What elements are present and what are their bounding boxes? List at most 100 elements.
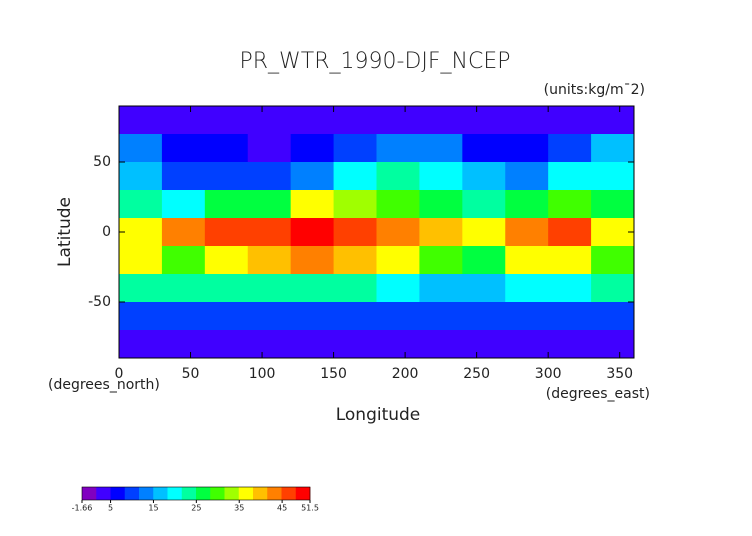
map-cell — [247, 302, 292, 331]
map-cell — [419, 246, 463, 275]
map-cell — [119, 302, 163, 331]
map-cell — [376, 218, 420, 247]
map-cell — [548, 246, 592, 275]
map-cell — [119, 134, 163, 163]
map-cell — [505, 190, 549, 219]
colorbar-swatch — [139, 487, 154, 500]
colorbar-tick-label: 25 — [191, 504, 201, 513]
x-tick-label: 300 — [535, 366, 562, 382]
colorbar-tick-label: 45 — [277, 504, 287, 513]
map-cell — [333, 134, 377, 163]
map-cell — [119, 330, 163, 359]
map-cell — [161, 162, 206, 191]
map-cell — [376, 274, 420, 303]
x-tick-label: 350 — [606, 366, 633, 382]
colorbar-tick-label: 15 — [148, 504, 158, 513]
map-cell — [204, 106, 249, 135]
x-axis-title: Longitude — [336, 405, 421, 425]
map-cell — [204, 246, 249, 275]
map-cell — [462, 218, 506, 247]
map-cell — [462, 246, 506, 275]
colorbar-swatch — [82, 487, 97, 500]
map-cell — [247, 134, 292, 163]
map-cell — [419, 134, 463, 163]
map-cell — [204, 274, 249, 303]
map-cell — [505, 274, 549, 303]
map-cell — [204, 190, 249, 219]
colorbar-swatch — [238, 487, 254, 500]
map-cell — [119, 190, 163, 219]
map-cell — [548, 330, 592, 359]
colorbar-swatch — [281, 487, 297, 500]
map-cell — [505, 302, 549, 331]
map-cell — [505, 106, 549, 135]
y-axis-title: Latitude — [55, 197, 75, 267]
x-tick-label: 250 — [463, 366, 490, 382]
colorbar-swatch — [253, 487, 268, 500]
map-cell — [591, 106, 635, 135]
map-cell — [419, 190, 463, 219]
map-cell — [161, 302, 206, 331]
map-cell — [204, 134, 249, 163]
map-cell — [419, 218, 463, 247]
map-cell — [247, 162, 292, 191]
chart-title: PR_WTR_1990-DJF_NCEP — [239, 49, 510, 74]
map-cell — [419, 330, 463, 359]
map-cell — [376, 302, 420, 331]
colorbar-tick-label: 51.5 — [301, 504, 319, 513]
map-cell — [333, 330, 377, 359]
x-tick-label: 100 — [249, 366, 276, 382]
map-cell — [376, 134, 420, 163]
map-cell — [376, 330, 420, 359]
map-cell — [290, 330, 335, 359]
map-cell — [204, 330, 249, 359]
map-cell — [591, 218, 635, 247]
map-cell — [204, 218, 249, 247]
colorbar-swatch — [210, 487, 225, 500]
map-cell — [333, 162, 377, 191]
map-cell — [161, 274, 206, 303]
map-cell — [462, 134, 506, 163]
map-cell — [419, 302, 463, 331]
map-cell — [462, 190, 506, 219]
map-cell — [119, 106, 163, 135]
map-cell — [376, 246, 420, 275]
map-cell — [505, 162, 549, 191]
map-cell — [419, 106, 463, 135]
map-cell — [591, 302, 635, 331]
colorbar-swatch — [196, 487, 211, 500]
colorbar-swatch — [181, 487, 197, 500]
map-cell — [591, 274, 635, 303]
map-cell — [161, 106, 206, 135]
y-tick-label: 50 — [93, 154, 111, 170]
map-cell — [591, 246, 635, 275]
map-cell — [505, 218, 549, 247]
colorbar-swatch — [167, 487, 183, 500]
colorbar-swatch — [110, 487, 126, 500]
map-cell — [247, 274, 292, 303]
colorbar-swatch — [96, 487, 111, 500]
colorbar-swatch — [224, 487, 240, 500]
map-cell — [591, 134, 635, 163]
map-cell — [161, 246, 206, 275]
map-cell — [376, 106, 420, 135]
x-tick-label: 200 — [392, 366, 419, 382]
map-cell — [376, 190, 420, 219]
map-cell — [548, 162, 592, 191]
axes — [118, 105, 635, 359]
map-cell — [290, 274, 335, 303]
map-cell — [290, 190, 335, 219]
map-cell — [290, 106, 335, 135]
map-cell — [290, 302, 335, 331]
map-cell — [548, 218, 592, 247]
map-cell — [591, 330, 635, 359]
map-cell — [119, 246, 163, 275]
y-tick-label: -50 — [88, 294, 111, 310]
map-cell — [462, 162, 506, 191]
x-tick-label: 0 — [115, 366, 124, 382]
x-tick-label: 50 — [182, 366, 200, 382]
map-cell — [119, 162, 163, 191]
map-cell — [290, 246, 335, 275]
map-cell — [505, 330, 549, 359]
map-cell — [505, 134, 549, 163]
